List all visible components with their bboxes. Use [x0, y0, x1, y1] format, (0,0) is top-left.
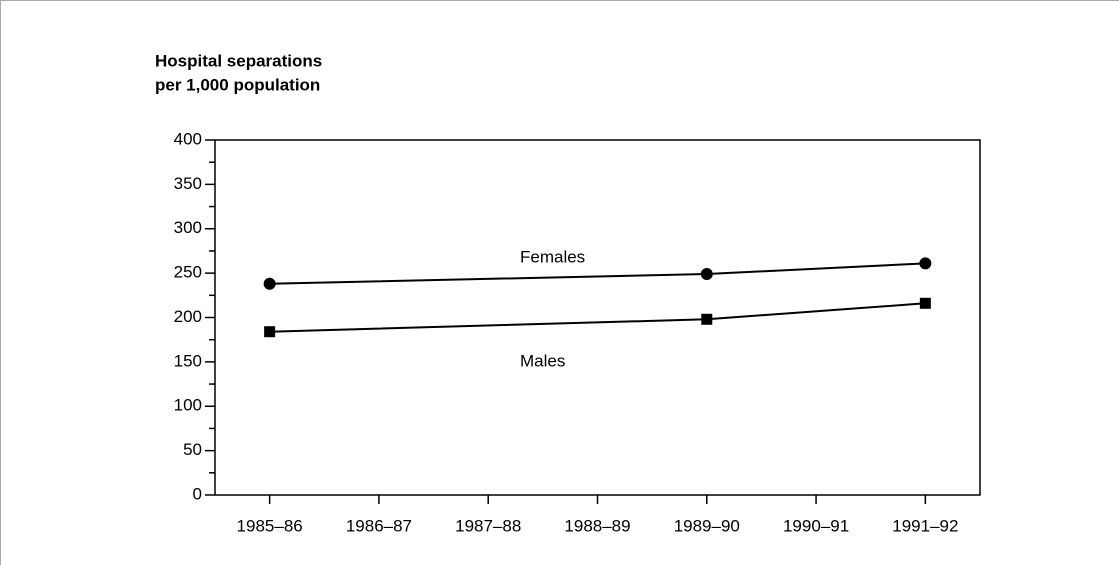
x-tick-label: 1989–90: [674, 516, 740, 535]
x-tick-label: 1987–88: [455, 516, 521, 535]
x-tick-label: 1990–91: [783, 516, 849, 535]
y-tick-label: 100: [174, 396, 202, 415]
chart-title: Hospital separations: [155, 51, 322, 70]
y-tick-label: 350: [174, 174, 202, 193]
x-tick-label: 1991–92: [892, 516, 958, 535]
marker: [919, 257, 932, 270]
y-tick-label: 300: [174, 218, 202, 237]
plot-area: [214, 139, 981, 496]
y-tick-label: 400: [174, 129, 202, 148]
marker: [263, 277, 276, 290]
x-tick-label: 1988–89: [564, 516, 630, 535]
y-tick-label: 0: [193, 484, 202, 503]
chart-title: per 1,000 population: [155, 75, 320, 94]
series-line: [269, 302, 926, 333]
marker: [701, 313, 713, 325]
marker: [919, 297, 931, 309]
series-line: [269, 262, 926, 285]
x-tick-label: 1985–86: [237, 516, 303, 535]
marker: [700, 268, 713, 281]
y-tick-label: 150: [174, 351, 202, 370]
y-tick-label: 50: [183, 440, 202, 459]
series-label: Males: [520, 351, 565, 370]
y-tick-label: 200: [174, 307, 202, 326]
x-tick-label: 1986–87: [346, 516, 412, 535]
y-tick-label: 250: [174, 263, 202, 282]
marker: [264, 326, 276, 338]
series-label: Females: [520, 247, 585, 266]
